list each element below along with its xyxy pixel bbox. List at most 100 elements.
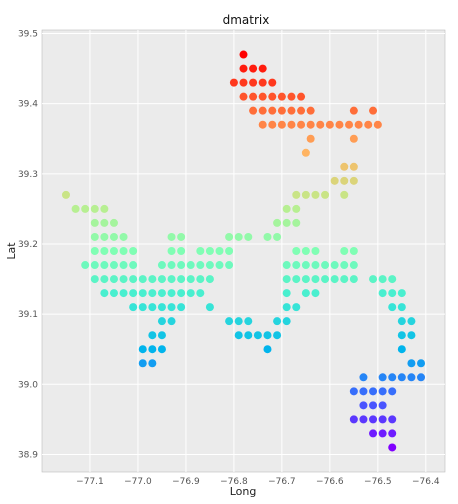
data-point [417,359,425,367]
data-point [278,121,286,129]
data-point [240,51,248,59]
data-point [307,135,315,143]
data-point [302,275,310,283]
data-point [359,401,367,409]
data-point [268,79,276,87]
data-point [100,275,108,283]
data-point [129,289,137,297]
data-point [340,275,348,283]
data-point [379,373,387,381]
data-point [91,219,99,227]
data-point [235,233,243,241]
data-point [292,261,300,269]
data-point [148,331,156,339]
data-point [302,261,310,269]
data-point [81,205,89,213]
data-point [297,121,305,129]
data-point [72,205,80,213]
data-point [263,233,271,241]
data-point [177,247,185,255]
data-point [340,261,348,269]
data-point [249,79,257,87]
data-point [398,303,406,311]
data-point [240,79,248,87]
x-tick-label: −76.5 [364,477,392,487]
data-point [350,387,358,395]
data-point [407,359,415,367]
data-point [196,289,204,297]
data-point [379,387,387,395]
data-point [369,387,377,395]
data-point [321,261,329,269]
data-point [283,219,291,227]
data-point [249,93,257,101]
data-point [273,219,281,227]
x-axis-label: Long [230,485,257,498]
data-point [139,275,147,283]
data-point [379,415,387,423]
data-point [91,261,99,269]
data-point [91,205,99,213]
data-point [263,345,271,353]
data-point [62,191,70,199]
data-point [283,261,291,269]
data-point [287,121,295,129]
data-point [158,345,166,353]
data-point [110,219,118,227]
data-point [283,205,291,213]
data-point [196,247,204,255]
data-point [244,233,252,241]
data-point [81,261,89,269]
data-point [388,429,396,437]
data-point [398,289,406,297]
data-point [225,317,233,325]
data-point [240,65,248,73]
data-point [326,121,334,129]
data-point [331,275,339,283]
data-point [177,233,185,241]
data-point [292,191,300,199]
data-point [259,65,267,73]
data-point [369,415,377,423]
data-point [292,275,300,283]
data-point [278,107,286,115]
data-point [244,331,252,339]
x-tick-label: −76.6 [316,477,344,487]
data-point [120,275,128,283]
data-point [129,261,137,269]
chart-title: dmatrix [223,13,270,27]
data-point [235,317,243,325]
data-point [148,289,156,297]
data-point [369,401,377,409]
data-point [379,289,387,297]
data-point [259,93,267,101]
data-point [158,303,166,311]
data-point [340,163,348,171]
data-point [311,275,319,283]
data-point [350,247,358,255]
data-point [139,289,147,297]
y-axis-label: Lat [5,242,18,260]
data-point [148,303,156,311]
data-point [235,331,243,339]
data-point [263,331,271,339]
data-point [292,303,300,311]
data-point [139,345,147,353]
data-point [249,65,257,73]
data-point [388,289,396,297]
data-point [345,121,353,129]
data-point [350,163,358,171]
y-tick-label: 38.9 [18,450,38,460]
data-point [158,261,166,269]
data-point [120,233,128,241]
data-point [259,79,267,87]
data-point [129,275,137,283]
data-point [388,303,396,311]
data-point [259,121,267,129]
data-point [302,289,310,297]
data-point [139,359,147,367]
data-point [321,191,329,199]
data-point [100,261,108,269]
data-point [100,233,108,241]
